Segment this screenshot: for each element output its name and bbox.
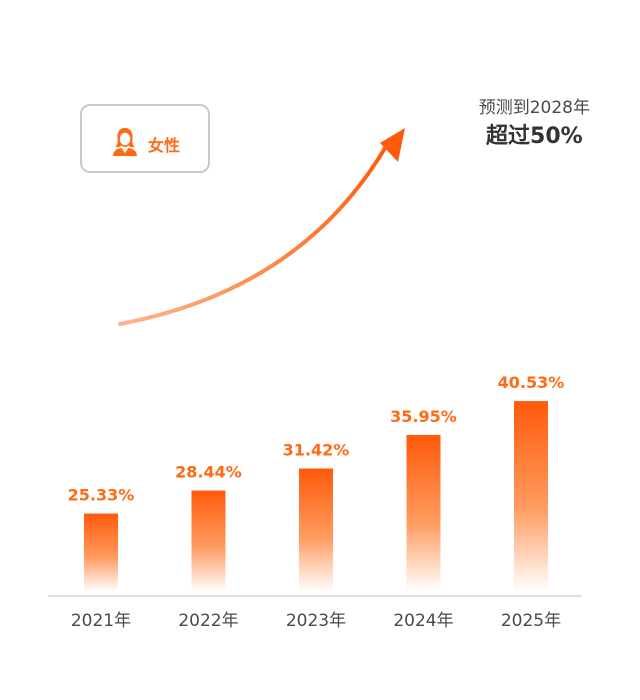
- x-tick-2023年: 2023年: [286, 611, 346, 631]
- legend-label: 女性: [148, 136, 181, 155]
- forecast-headline: 超过50%: [486, 124, 583, 149]
- bar-2022年: [191, 490, 226, 592]
- woman-avatar-icon: [113, 128, 137, 156]
- x-tick-2021年: 2021年: [71, 611, 131, 631]
- bar-2024年: [406, 434, 441, 592]
- data-label-2023年: 31.42%: [283, 440, 350, 459]
- data-labels-layer: 25.33% 28.44% 31.42% 35.95% 40.53%: [68, 373, 565, 504]
- trend-arrow-line: [118, 146, 387, 326]
- legend-box: 女性: [80, 104, 210, 173]
- forecast-subtitle: 预测到2028年: [478, 98, 590, 118]
- bar-2021年: [84, 513, 118, 592]
- x-tick-2022年: 2022年: [178, 611, 238, 631]
- bars-layer: [84, 401, 548, 592]
- trend-arrow-head: [380, 128, 405, 162]
- bar-2025年: [514, 401, 548, 592]
- data-label-2021年: 25.33%: [68, 486, 135, 505]
- data-label-2025年: 40.53%: [498, 373, 565, 392]
- data-label-2022年: 28.44%: [175, 463, 242, 482]
- bar-2023年: [299, 468, 333, 592]
- x-tick-2024年: 2024年: [393, 611, 453, 631]
- x-ticks-layer: 2021年 2022年 2023年 2024年 2025年: [71, 611, 561, 631]
- x-tick-2025年: 2025年: [501, 611, 561, 631]
- data-label-2024年: 35.95%: [390, 407, 457, 426]
- forecast-annotation: 预测到2028年 超过50%: [479, 96, 590, 153]
